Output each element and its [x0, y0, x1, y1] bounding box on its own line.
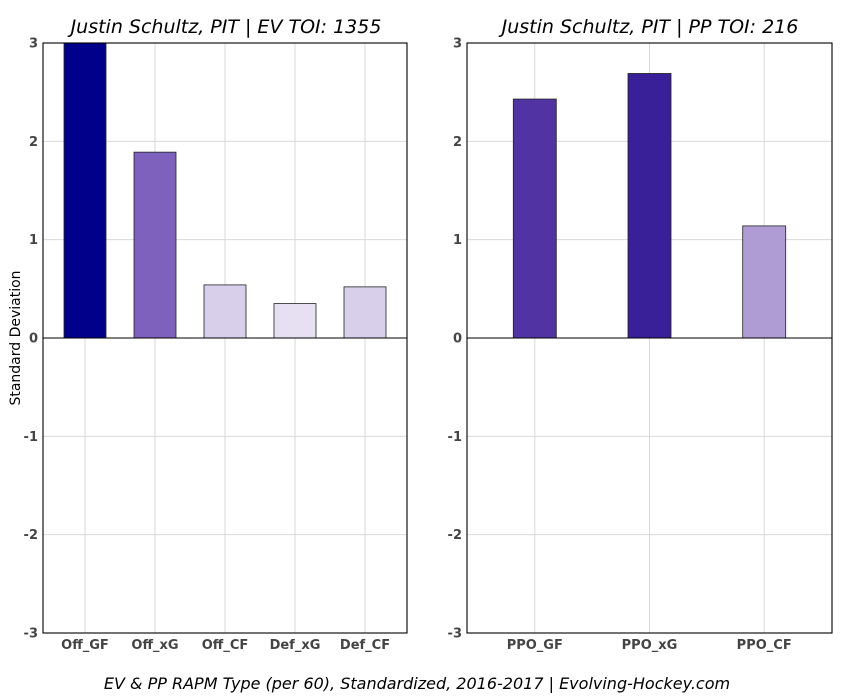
panel1-xtick-label: Off_xG: [131, 638, 178, 653]
panel2-xtick-label: PPO_xG: [622, 638, 678, 653]
panel1-ylabel: Standard Deviation: [8, 270, 24, 405]
panel1-ytick-label: -1: [24, 430, 38, 445]
panel2-bar-ppo-cf: [742, 225, 787, 339]
panel2-xtick-label: PPO_GF: [507, 638, 563, 653]
panel2-ytick-label: -2: [448, 528, 462, 543]
panel1-bar-off-cf: [203, 284, 247, 339]
panel2-bar-ppo-xg: [627, 73, 672, 339]
panel2-ytick-label: -3: [448, 627, 462, 642]
panel1-xtick-label: Off_GF: [61, 638, 109, 653]
panel1-xtick-label: Def_xG: [270, 638, 321, 653]
panel2-xtick-label: PPO_CF: [737, 638, 792, 653]
panel1-bar-def-cf: [343, 286, 387, 339]
panel2-ytick-label: 1: [453, 233, 462, 248]
panel1-bar-off-gf: [63, 42, 107, 339]
panel2-ytick-label: -1: [448, 430, 462, 445]
panel1-title: Justin Schultz, PIT | EV TOI: 1355: [67, 16, 382, 38]
panel1-ytick-label: -2: [24, 528, 38, 543]
panel1-xtick-label: Off_CF: [202, 638, 249, 653]
panel1-ytick-label: -3: [24, 627, 38, 642]
panel2-ytick-label: 3: [453, 37, 462, 52]
panel1-ytick-label: 3: [29, 37, 38, 52]
panel2-ytick-label: 2: [453, 135, 462, 150]
panel1-bar-def-xg: [273, 303, 317, 339]
panel1-ytick-label: 1: [29, 233, 38, 248]
panel2-frame: [466, 42, 833, 634]
panel1-ytick-label: 0: [29, 332, 38, 347]
panel1-bar-off-xg: [133, 151, 177, 339]
panel1-frame: [42, 42, 408, 634]
panel2-ytick-label: 0: [453, 332, 462, 347]
chart-caption: EV & PP RAPM Type (per 60), Standardized…: [104, 674, 730, 693]
panel2-bar-ppo-gf: [512, 98, 557, 339]
panel1-xtick-label: Def_CF: [340, 638, 390, 653]
panel2-title: Justin Schultz, PIT | PP TOI: 216: [498, 16, 799, 38]
panel1-ytick-label: 2: [29, 135, 38, 150]
